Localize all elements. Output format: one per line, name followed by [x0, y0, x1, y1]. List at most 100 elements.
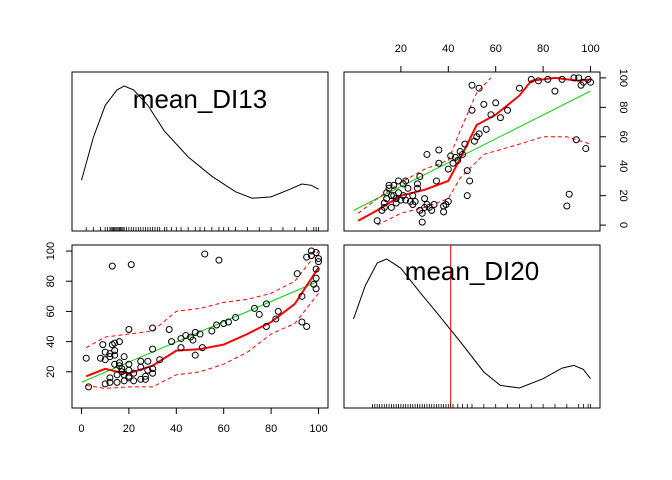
scatter-point	[463, 167, 471, 175]
x-axis-top-tick-label: 20	[395, 43, 407, 55]
scatter-point	[582, 145, 590, 153]
scatter-point	[447, 152, 455, 160]
scatter-point	[213, 321, 221, 329]
scatter-content	[81, 247, 323, 391]
smooth-upper-band	[85, 250, 319, 349]
scatter-point	[577, 81, 585, 89]
scatter-point	[432, 177, 440, 185]
scatter-point	[293, 270, 301, 278]
scatter-point	[572, 136, 580, 144]
scatter-point	[587, 78, 595, 86]
scatter-point	[141, 372, 149, 380]
x-axis-top-tick-label: 100	[581, 43, 599, 55]
panel-density-mean-di20	[343, 244, 601, 409]
scatter-point	[106, 378, 114, 386]
density-curve-di13	[81, 85, 319, 199]
scatter-point	[149, 345, 157, 353]
scatter-point	[101, 380, 109, 388]
x-axis-bottom-tick-label: 40	[170, 423, 182, 435]
linear-fit-line	[353, 90, 591, 211]
scatter-point	[303, 323, 311, 330]
scatter-point	[118, 368, 126, 376]
y-axis-right-tick-label: 80	[617, 101, 629, 113]
smooth-upper-band	[357, 77, 492, 214]
scatter-point	[496, 114, 504, 122]
scatter-point	[421, 195, 429, 203]
scatter-point	[392, 195, 400, 203]
scatter-point	[315, 255, 323, 263]
scatter-point	[487, 111, 495, 119]
scatter-point	[468, 106, 476, 114]
scatter-point	[165, 326, 173, 334]
x-axis-top-tick-label: 80	[537, 43, 549, 55]
scatter-point	[262, 300, 270, 308]
scatter-point	[444, 165, 452, 173]
scatter-point	[315, 258, 323, 266]
scatter-point	[385, 181, 393, 189]
scatter-point	[435, 159, 443, 167]
density-curve-group	[81, 85, 319, 199]
scatter-point	[563, 202, 571, 210]
scatter-point	[111, 339, 119, 347]
scatter-point	[435, 146, 443, 154]
y-axis-right-tick-label: 40	[617, 160, 629, 172]
scatter-point	[137, 357, 145, 365]
scatter-point	[125, 360, 133, 368]
scatter-point	[232, 313, 240, 321]
x-axis-bottom-tick-label: 20	[123, 423, 135, 435]
panel-frame	[71, 244, 329, 409]
scatter-point	[274, 307, 282, 315]
panel-frame	[71, 71, 329, 232]
scatter-point	[534, 77, 542, 85]
density-curve-di20	[353, 258, 591, 389]
scatter-point	[475, 84, 483, 92]
scatter-point	[177, 344, 185, 352]
y-axis-right-tick-label: 60	[617, 131, 629, 143]
scatter-point	[115, 362, 123, 370]
scatter-point	[82, 354, 90, 362]
scatter-point	[111, 347, 119, 355]
scatter-point	[390, 181, 398, 189]
axes: 20 40 60 80 100 0 20 40 60 80 100 20 40 60 80 100 0 20 40 6…	[45, 43, 629, 435]
scatter-point	[144, 366, 152, 374]
scatter-point	[101, 348, 109, 356]
scatter-point	[404, 184, 412, 192]
scatter-point	[463, 192, 471, 200]
scatter-point	[111, 351, 119, 359]
panel-density-mean-di13	[71, 71, 329, 232]
scatter-point	[312, 265, 320, 273]
scatter-point	[402, 177, 410, 185]
scatter-point	[144, 357, 152, 365]
panel-scatter-di13-vs-di20	[71, 244, 329, 409]
panel-scatter-di20-vs-di13	[343, 71, 601, 232]
scatter-point	[482, 125, 490, 133]
scatter-point	[262, 323, 270, 330]
scatter-point	[198, 344, 206, 352]
y-axis-left-tick-label: 40	[45, 335, 57, 347]
scatter-point	[208, 327, 216, 335]
scatter-point	[127, 261, 135, 269]
scatter-point	[312, 249, 320, 257]
scatter-point	[191, 351, 199, 359]
scatter-point	[168, 338, 176, 346]
scatter-point	[310, 280, 318, 288]
scatter-point	[373, 217, 381, 225]
scatter-point	[440, 208, 448, 216]
x-axis-bottom-tick-label: 60	[218, 423, 230, 435]
panel-frame	[343, 244, 601, 409]
density-curve-group	[353, 258, 591, 389]
scatter-point	[307, 247, 315, 255]
scatter-point	[113, 378, 121, 386]
scatter-point	[558, 75, 566, 83]
scatter-point	[418, 209, 426, 217]
scatter-point	[423, 150, 431, 158]
scatter-point	[380, 203, 388, 211]
scatter-point	[298, 318, 306, 326]
scatter-point	[461, 140, 469, 148]
scatter-point	[108, 262, 116, 270]
scatter-point	[149, 324, 157, 332]
scatter-point	[387, 203, 395, 211]
scatter-point	[191, 329, 199, 337]
y-axis-left-tick-label: 20	[45, 366, 57, 378]
